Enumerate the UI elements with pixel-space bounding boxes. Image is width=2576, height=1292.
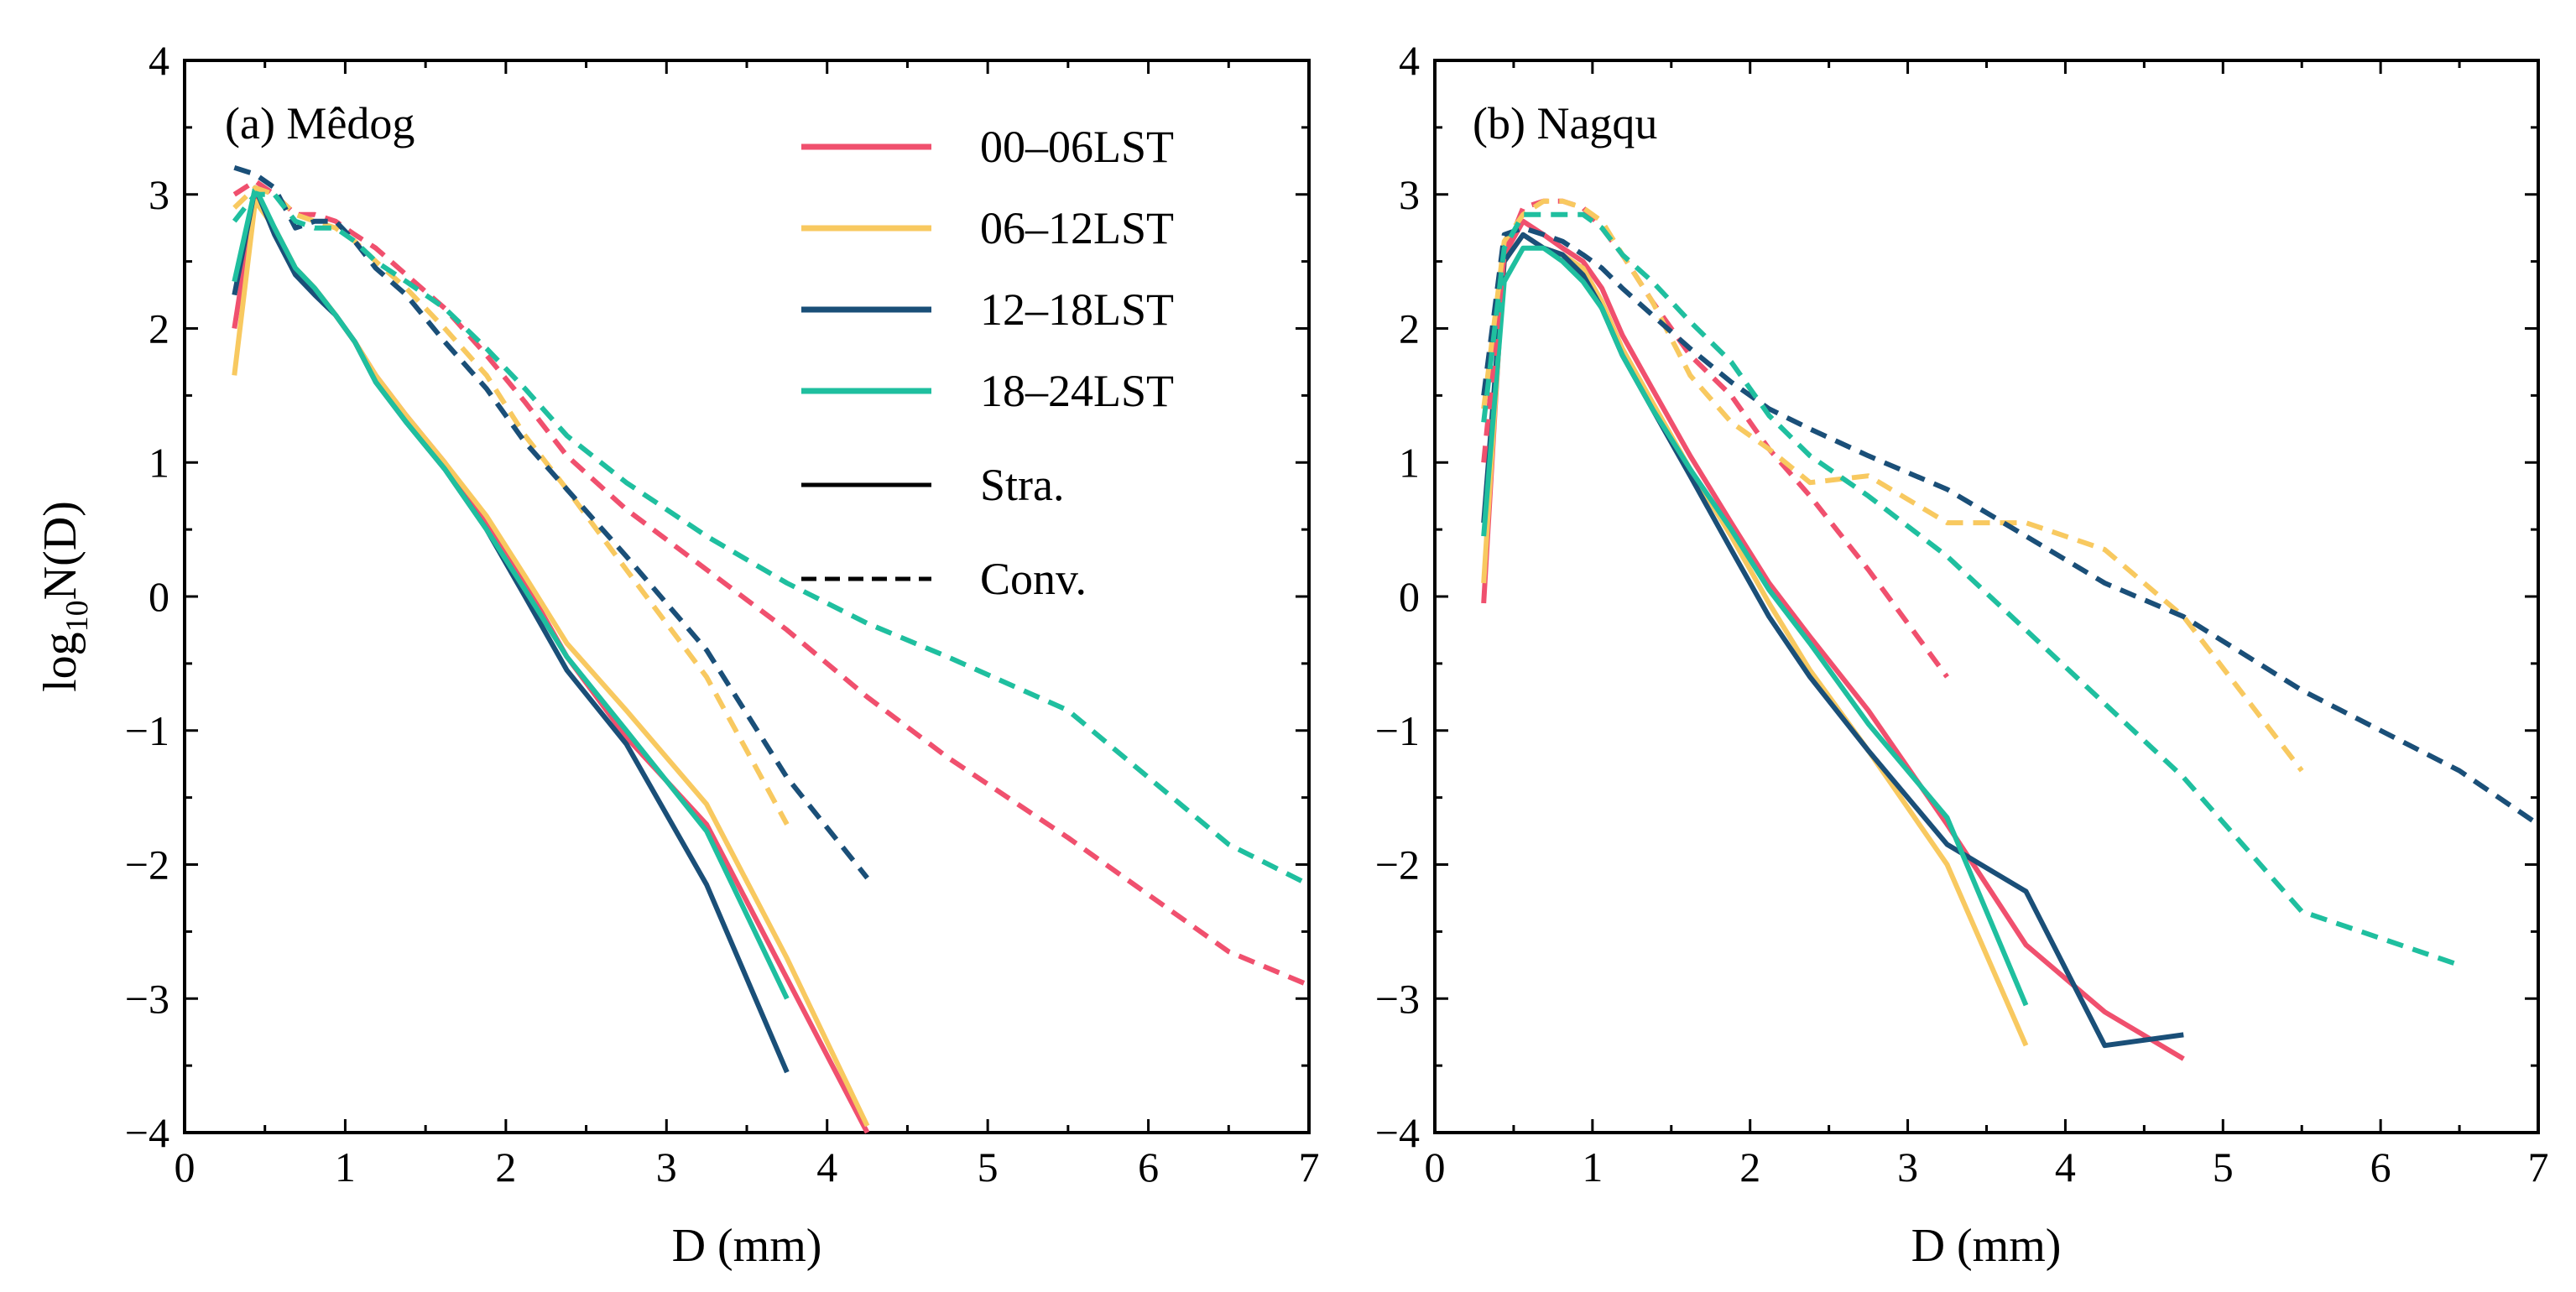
panel-b-xtick-label: 6	[2370, 1144, 2391, 1190]
panel-a-ytick-label: 2	[149, 305, 169, 352]
panel-b-series-18-24lst-stra	[1481, 245, 2029, 1007]
panel-b-xtick-label: 3	[1897, 1144, 1918, 1190]
panel-a-series-18-24lst-stra	[232, 185, 790, 1000]
panel-a-series-12-18lst-conv	[233, 164, 869, 880]
panel-b: 0 1 2 3 4 5 6 7 −4 −3 −2 −1 0 1 2 3 4 (b) Nagqu D (mm)	[1375, 37, 2549, 1272]
panel-a: 0 1 2 3 4 5 6 7 −4 −3 −2 −1 0 1 2 3 4 (a) Mêdog D (mm) l…	[34, 37, 1320, 1272]
panel-b-ytick-label: 4	[1399, 37, 1420, 84]
panel-b-series-06-12lst-conv	[1481, 198, 2304, 773]
y-axis-label-sub: 10	[60, 600, 95, 632]
panel-b-series-12-18lst-conv	[1481, 225, 2540, 827]
panel-b-xtick-label: 4	[2055, 1144, 2076, 1190]
panel-a-ytick-label: 0	[149, 573, 169, 620]
panel-b-xtick-label: 1	[1582, 1144, 1603, 1190]
panel-a-series-00-06lst-stra	[232, 191, 870, 1134]
panel-b-ytick-label: −4	[1375, 1109, 1420, 1156]
legend-label-12-18: 12–18LST	[980, 284, 1174, 335]
panel-b-ytick-label: 0	[1399, 573, 1420, 620]
panel-a-label: (a) Mêdog	[225, 98, 415, 148]
panel-a-xtick-label: 2	[495, 1144, 516, 1190]
panel-a-ytick-label: −2	[125, 841, 169, 888]
panel-b-series-06-12lst-stra	[1481, 232, 2029, 1047]
panel-a-series-06-12lst-conv	[232, 185, 790, 826]
legend-label-stra: Stra.	[980, 460, 1065, 510]
legend-label-06-12: 06–12LST	[980, 203, 1174, 253]
panel-a-series-18-24lst-conv	[232, 191, 1311, 888]
panel-b-label: (b) Nagqu	[1473, 98, 1657, 148]
panel-a-ytick-label: 3	[149, 171, 169, 218]
panel-b-series-00-06lst-conv	[1481, 198, 1949, 679]
panel-a-xtick-label: 0	[175, 1144, 196, 1190]
panel-b-ytick-label: 2	[1399, 305, 1420, 352]
panel-b-ytick-label: 1	[1399, 439, 1420, 486]
panel-b-ytick-label: −2	[1375, 841, 1420, 888]
panel-b-ytick-label: −3	[1375, 975, 1420, 1022]
panel-a-ytick-label: −1	[125, 707, 169, 754]
panel-b-ytick-label: 3	[1399, 171, 1420, 218]
y-axis-label-base: log	[34, 632, 86, 692]
panel-a-xtick-label: 7	[1299, 1144, 1320, 1190]
panel-b-ticks: 0 1 2 3 4 5 6 7 −4 −3 −2 −1 0 1 2 3 4	[1375, 37, 2549, 1190]
panel-a-xtick-label: 1	[335, 1144, 356, 1190]
panel-a-series-12-18lst-stra	[232, 185, 790, 1074]
panel-a-ytick-label: 1	[149, 439, 169, 486]
panel-a-ticks: 0 1 2 3 4 5 6 7 −4 −3 −2 −1 0 1 2 3 4	[125, 37, 1320, 1190]
panel-a-xlabel: D (mm)	[672, 1220, 822, 1272]
panel-a-ytick-label: 4	[149, 37, 169, 84]
panel-b-xlabel: D (mm)	[1911, 1220, 2062, 1272]
panel-a-xtick-label: 5	[978, 1144, 999, 1190]
panel-b-lines	[1481, 198, 2540, 1061]
panel-a-xtick-label: 6	[1138, 1144, 1159, 1190]
panel-b-series-12-18lst-stra	[1481, 232, 2184, 1049]
panel-b-series-18-24lst-conv	[1481, 211, 2461, 968]
panel-b-xtick-label: 5	[2213, 1144, 2234, 1190]
legend-label-18-24: 18–24LST	[980, 366, 1174, 416]
legend-label-00-06: 00–06LST	[980, 122, 1174, 172]
panel-a-xtick-label: 3	[656, 1144, 677, 1190]
panel-a-lines	[232, 164, 1311, 1134]
y-axis-label: log10N(D)	[34, 501, 95, 692]
y-axis-label-rest: N(D)	[34, 501, 86, 600]
panel-a-ytick-label: −3	[125, 975, 169, 1022]
legend: 00–06LST 06–12LST 12–18LST 18–24LST Stra…	[801, 122, 1174, 604]
panel-a-series-06-12lst-stra	[232, 198, 870, 1128]
panel-b-xtick-label: 0	[1425, 1144, 1446, 1190]
panel-b-series-00-06lst-stra	[1481, 218, 2185, 1061]
panel-a-ytick-label: −4	[125, 1109, 169, 1156]
panel-b-xtick-label: 2	[1739, 1144, 1760, 1190]
panel-b-ytick-label: −1	[1375, 707, 1420, 754]
panel-a-xtick-label: 4	[816, 1144, 837, 1190]
legend-label-conv: Conv.	[980, 554, 1087, 604]
panel-b-xtick-label: 7	[2528, 1144, 2549, 1190]
